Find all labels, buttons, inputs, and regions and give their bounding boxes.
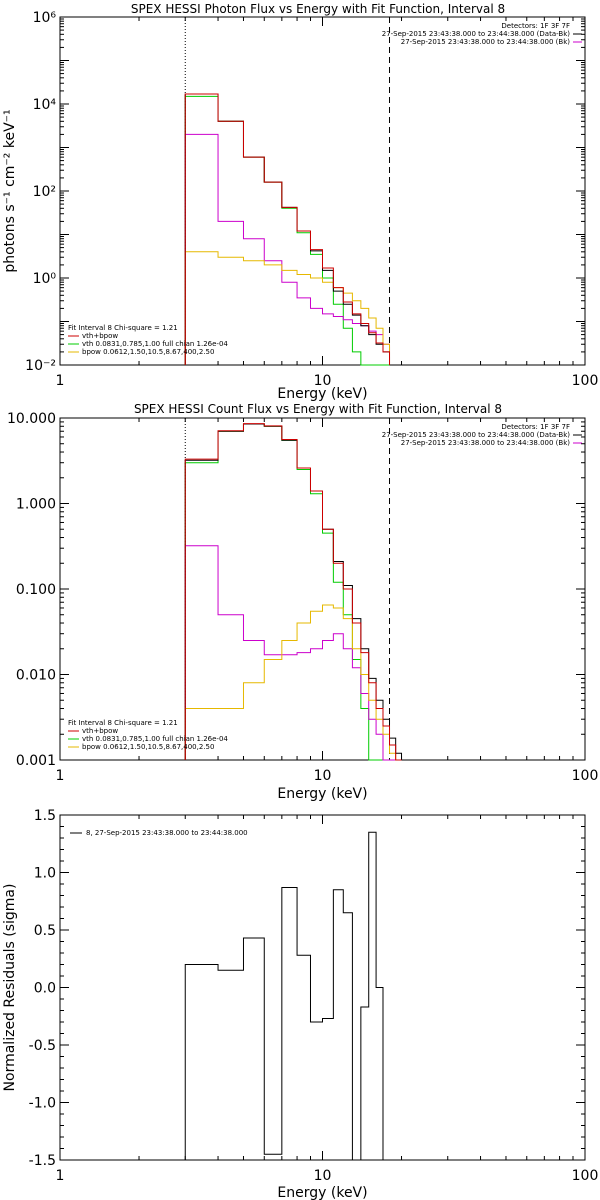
x-tick-label: 100 [572,768,599,784]
y-tick-label: 0.001 [16,753,56,769]
y-tick-label: 10⁴ [33,97,57,113]
series-total-step-line [184,831,384,1161]
legend-top-entry: 27-Sep-2015 23:43:38.000 to 23:44:38.000… [382,30,571,38]
legend-top-entry: 27-Sep-2015 23:43:38.000 to 23:44:38.000… [401,38,571,46]
legend-bottom-entry: Fit Interval 8 Chi-square = 1.21 [68,324,178,332]
y-tick-label: 1.5 [34,808,56,824]
legend-bottom-entry: bpow 0.0612,1.50,10.5,8.67,400,2.50 [82,743,214,751]
y-tick-label: 0.5 [34,923,56,939]
x-axis-label-1: Energy (keV) [277,386,367,402]
y-tick-label: 10⁶ [33,10,57,26]
series-bpow2-step-line [184,251,391,365]
y-tick-label: 10⁰ [33,271,57,287]
legend-top-entry: Detectors: 1F 3F 7F [501,423,570,431]
y-tick-label: -1.0 [29,1096,56,1112]
series-bpow-step-line [184,545,402,761]
y-tick-label: 1.0 [34,866,56,882]
y-tick-label: 1.000 [16,497,56,513]
y-tick-label: 0.0 [34,981,56,997]
legend-top-entry: 27-Sep-2015 23:43:38.000 to 23:44:38.000… [401,439,571,447]
legend-bottom-entry: vth 0.0831,0.785,1.00 full chian 1.26e-0… [82,340,228,348]
series-bpow2-step-line [184,604,402,761]
plot-frame-2 [59,417,586,761]
y-tick-label: -0.5 [29,1038,56,1054]
series-vth-step-line [184,95,390,366]
legend-bottom-entry: bpow 0.0612,1.50,10.5,8.67,400,2.50 [82,348,214,356]
x-tick-label: 1 [56,768,65,784]
legend-top-entry: 8, 27-Sep-2015 23:43:38.000 to 23:44:38.… [86,829,248,837]
series-bpow-step-line [184,133,391,365]
legend-top-entry: Detectors: 1F 3F 7F [501,22,570,30]
x-tick-label: 1 [56,1168,65,1184]
y-axis-label-1: photons s⁻¹ cm⁻² keV⁻¹ [2,109,18,272]
y-tick-label: 0.010 [16,668,56,684]
legend-top-entry: 27-Sep-2015 23:43:38.000 to 23:44:38.000… [382,431,571,439]
legend-bottom-entry: vth+bpow [82,727,118,735]
y-tick-label: 0.100 [16,582,56,598]
plot-title-1: SPEX HESSI Photon Flux vs Energy with Fi… [131,2,505,16]
series-sum-step-line [184,423,402,761]
y-tick-label: 10.000 [7,411,56,427]
x-axis-label-2: Energy (keV) [277,786,367,802]
legend-bottom-entry: Fit Interval 8 Chi-square = 1.21 [68,719,178,727]
legend-bottom-entry: vth 0.0831,0.785,1.00 full chian 1.26e-0… [82,735,228,743]
plot-frame-3 [59,814,586,1161]
y-tick-label: -1.5 [29,1153,56,1169]
y-tick-label: 10⁻² [25,358,56,374]
x-tick-label: 100 [572,373,599,389]
x-axis-label-3: Energy (keV) [277,1185,367,1200]
x-tick-label: 10 [314,1168,332,1184]
x-tick-label: 100 [572,1168,599,1184]
series-sum-step-line [184,93,391,365]
plot-title-2: SPEX HESSI Count Flux vs Energy with Fit… [134,402,502,416]
x-tick-label: 1 [56,373,65,389]
y-tick-label: 10² [33,184,56,200]
y-axis-label-3: Normalized Residuals (sigma) [2,884,18,1092]
x-tick-label: 10 [314,768,332,784]
legend-bottom-entry: vth+bpow [82,332,118,340]
x-tick-label: 10 [314,373,332,389]
